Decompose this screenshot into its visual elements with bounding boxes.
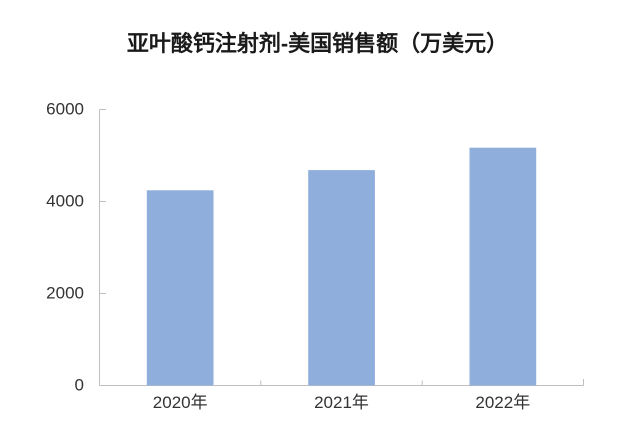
svg-text:2021年: 2021年 xyxy=(314,393,369,412)
svg-text:2000: 2000 xyxy=(46,284,84,303)
svg-text:4000: 4000 xyxy=(46,192,84,211)
svg-text:6000: 6000 xyxy=(46,100,84,119)
svg-text:0: 0 xyxy=(75,376,84,395)
svg-text:2022年: 2022年 xyxy=(475,393,530,412)
svg-text:2020年: 2020年 xyxy=(153,393,208,412)
